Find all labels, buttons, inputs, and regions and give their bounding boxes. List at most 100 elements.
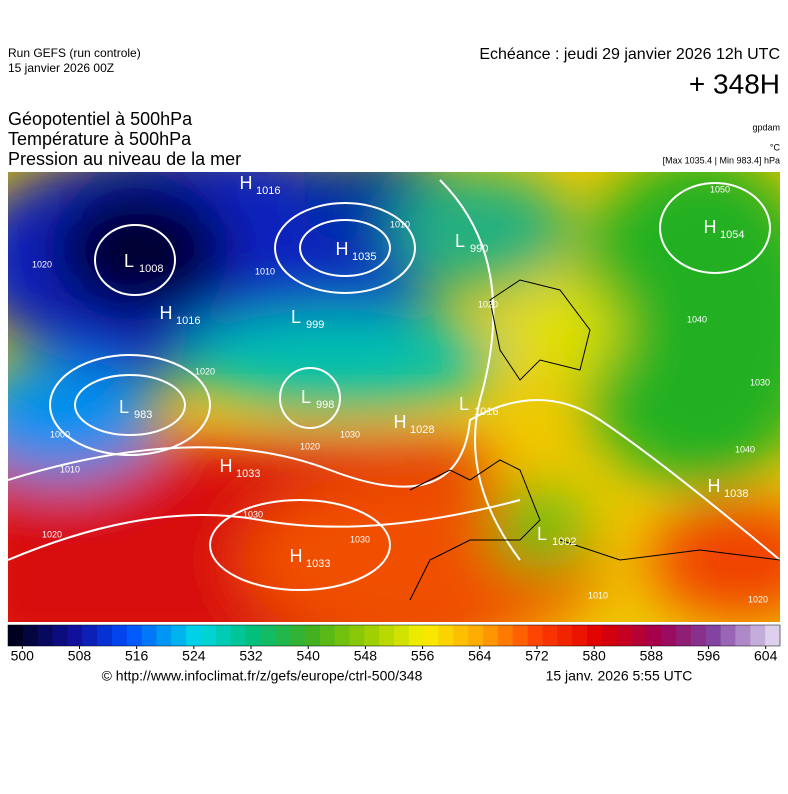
- colorbar-swatch: [690, 625, 707, 646]
- center-value: 1038: [724, 488, 748, 500]
- center-letter: L: [124, 251, 134, 271]
- center-letter: H: [240, 173, 253, 193]
- colorbar-tick-label: 556: [411, 648, 435, 664]
- colorbar: 500 508 516 524 532 540 548 556 564 572 580 588 596 6…: [7, 624, 781, 664]
- colorbar-swatch: [735, 625, 751, 646]
- colorbar-swatch: [201, 625, 217, 646]
- isobar-label: 1030: [340, 429, 360, 439]
- generated-time: 15 janv. 2026 5:55 UTC: [546, 668, 693, 684]
- colorbar-swatch: [750, 625, 766, 646]
- colorbar-swatch: [438, 625, 454, 646]
- coastlines: [409, 279, 780, 601]
- isobar-label: 1020: [300, 441, 320, 451]
- center-letter: H: [394, 412, 407, 432]
- isobar-label: 1020: [195, 366, 215, 376]
- colorbar-swatch: [483, 625, 499, 646]
- colorbar-swatch: [215, 625, 232, 646]
- colorbar-swatch: [587, 625, 603, 646]
- colorbar-swatch: [82, 625, 98, 646]
- isobar-label: 1040: [735, 444, 755, 454]
- colorbar-swatch: [275, 625, 291, 646]
- colorbar-swatch: [349, 625, 365, 646]
- center-letter: L: [455, 231, 465, 251]
- colorbar-swatch: [245, 625, 261, 646]
- unit-gpdam: gpdam: [752, 122, 780, 132]
- echeance: Echéance : jeudi 29 janvier 2026 12h UTC: [479, 46, 780, 63]
- colorbar-swatch: [497, 625, 514, 646]
- center-value: 1002: [552, 536, 576, 548]
- center-letter: H: [708, 476, 721, 496]
- center-letter: H: [220, 456, 233, 476]
- colorbar-swatch: [408, 625, 425, 646]
- colorbar-swatch: [230, 625, 247, 646]
- center-value: 1008: [139, 263, 163, 275]
- unit-celsius: °C: [770, 142, 781, 152]
- colorbar-swatch: [364, 625, 380, 646]
- title: Pression au niveau de la mer: [8, 149, 241, 169]
- center-value: 990: [470, 243, 488, 255]
- colorbar-swatch: [111, 625, 128, 646]
- colorbar-swatch: [705, 625, 722, 646]
- colorbar-swatch: [334, 625, 350, 646]
- colorbar-tick-label: 596: [697, 648, 721, 664]
- isobar-label: 1010: [255, 266, 275, 276]
- colorbar-swatch: [616, 625, 633, 646]
- colorbar-swatch: [67, 625, 83, 646]
- center-letter: L: [537, 524, 547, 544]
- center-value: 1035: [352, 251, 376, 263]
- run-date: 15 janvier 2026 00Z: [8, 61, 114, 75]
- center-letter: H: [336, 239, 349, 259]
- colorbar-swatch: [126, 625, 143, 646]
- colorbar-tick-label: 516: [125, 648, 149, 664]
- isobars: [8, 179, 780, 591]
- isobar-label: 1050: [710, 184, 730, 194]
- title: Température à 500hPa: [8, 129, 192, 149]
- colorbar-frame: [7, 624, 781, 647]
- colorbar-tick-label: 604: [754, 648, 778, 664]
- source-url: © http://www.infoclimat.fr/z/gefs/europe…: [102, 668, 423, 684]
- isobar-label: 1010: [60, 464, 80, 474]
- colorbar-swatch: [631, 625, 647, 646]
- center-value: 983: [134, 409, 152, 421]
- colorbar-swatch: [512, 625, 529, 646]
- center-letter: L: [459, 394, 469, 414]
- center-letter: H: [704, 217, 717, 237]
- isobar-label: 1010: [588, 590, 608, 600]
- colorbar-swatch: [37, 625, 54, 646]
- lead-time: + 348H: [689, 68, 780, 99]
- center-value: 1054: [720, 229, 744, 241]
- center-letter: H: [160, 303, 173, 323]
- colorbar-swatch: [171, 625, 187, 646]
- colorbar-swatch: [8, 625, 24, 646]
- colorbar-tick-label: 564: [468, 648, 492, 664]
- colorbar-swatch: [646, 625, 662, 646]
- colorbar-swatch: [765, 625, 781, 646]
- colorbar-swatch: [97, 625, 113, 646]
- title: Géopotentiel à 500hPa: [8, 109, 193, 129]
- colorbar-tick-label: 532: [239, 648, 263, 664]
- field: [8, 172, 780, 622]
- center-value: 998: [316, 399, 334, 411]
- colorbar-swatch: [141, 625, 157, 646]
- colorbar-swatch: [423, 625, 440, 646]
- colorbar-swatch: [557, 625, 573, 646]
- colorbar-swatch: [379, 625, 395, 646]
- colorbar-tick-label: 572: [525, 648, 549, 664]
- isobar-label: 1020: [478, 299, 498, 309]
- center-value: 1016: [176, 315, 200, 327]
- center-letter: L: [301, 387, 311, 407]
- colorbar-swatch: [22, 625, 39, 646]
- colorbar-swatch: [260, 625, 276, 646]
- unit-pressure: [Max 1035.4 | Min 983.4] hPa: [663, 155, 780, 165]
- colorbar-swatch: [676, 625, 692, 646]
- colorbar-swatch: [156, 625, 172, 646]
- isobar-label: 1030: [350, 534, 370, 544]
- isobar-label: 1010: [390, 219, 410, 229]
- center-letter: L: [291, 307, 301, 327]
- colorbar-swatch: [661, 625, 677, 646]
- colorbar-swatch: [601, 625, 618, 646]
- center-value: 1016: [474, 406, 498, 418]
- colorbar-swatch: [304, 625, 321, 646]
- center-letter: H: [290, 546, 303, 566]
